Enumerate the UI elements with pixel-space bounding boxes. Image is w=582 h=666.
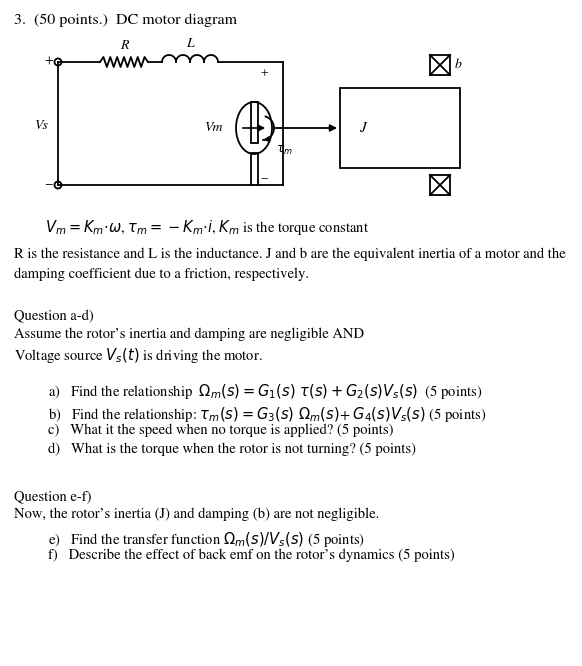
- Bar: [250, 153, 257, 185]
- Text: J: J: [359, 121, 365, 135]
- Text: −: −: [45, 179, 54, 191]
- Text: e)   Find the transfer function $\Omega_m(s)/V_s(s)$ (5 points): e) Find the transfer function $\Omega_m(…: [48, 530, 365, 549]
- Bar: [250, 102, 257, 143]
- Text: b)   Find the relationship: $\tau_m(s) = G_3(s)\ \Omega_m(s)$+ $G_4(s)V_s(s)$ (5: b) Find the relationship: $\tau_m(s) = G…: [48, 405, 487, 424]
- Text: 3.  (50 points.)  DC motor diagram: 3. (50 points.) DC motor diagram: [14, 14, 237, 27]
- Text: f)   Describe the effect of back emf on the rotor’s dynamics (5 points): f) Describe the effect of back emf on th…: [48, 549, 455, 562]
- Text: Vs: Vs: [35, 119, 49, 132]
- Text: b: b: [455, 59, 462, 71]
- Text: Question a-d): Question a-d): [14, 310, 94, 324]
- Text: $V_m = K_m{\cdot}\omega$, $\tau_m = -K_m{\cdot}i$, $K_m$ is the torque constant: $V_m = K_m{\cdot}\omega$, $\tau_m = -K_m…: [45, 218, 369, 237]
- Text: Assume the rotor’s inertia and damping are negligible AND: Assume the rotor’s inertia and damping a…: [14, 328, 364, 342]
- Bar: [430, 55, 450, 75]
- Text: +: +: [261, 67, 268, 77]
- Text: c)   What it the speed when no torque is applied? (5 points): c) What it the speed when no torque is a…: [48, 424, 393, 438]
- Text: $\tau_m$: $\tau_m$: [276, 143, 293, 157]
- Text: a)   Find the relationship  $\Omega_m(s) = G_1(s)\ \tau(s) + G_2(s)V_s(s)$  (5 p: a) Find the relationship $\Omega_m(s) = …: [48, 382, 482, 401]
- Text: −: −: [261, 172, 268, 182]
- Bar: [430, 175, 450, 195]
- Text: damping coefficient due to a friction, respectively.: damping coefficient due to a friction, r…: [14, 268, 309, 282]
- Text: Question e-f): Question e-f): [14, 490, 91, 503]
- Text: +: +: [45, 56, 54, 68]
- Text: Vm: Vm: [205, 122, 223, 135]
- Bar: [340, 88, 460, 168]
- Text: d)   What is the torque when the rotor is not turning? (5 points): d) What is the torque when the rotor is …: [48, 443, 416, 456]
- Text: Voltage source $V_s(t)$ is driving the motor.: Voltage source $V_s(t)$ is driving the m…: [14, 346, 263, 365]
- Text: R: R: [120, 40, 128, 53]
- Text: L: L: [186, 38, 194, 51]
- Text: R is the resistance and L is the inductance. J and b are the equivalent inertia : R is the resistance and L is the inducta…: [14, 248, 566, 262]
- Text: Now, the rotor’s inertia (J) and damping (b) are not negligible.: Now, the rotor’s inertia (J) and damping…: [14, 508, 379, 521]
